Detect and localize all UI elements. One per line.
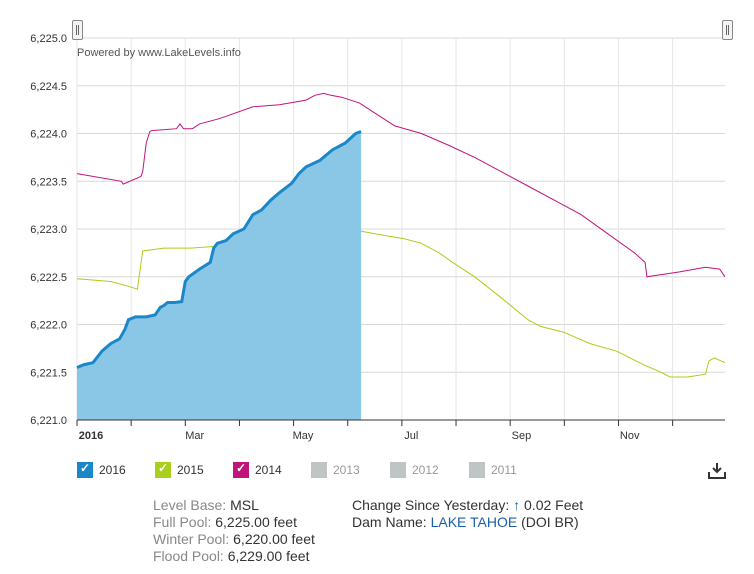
lake-level-chart: 6,221.0 6,221.5 6,222.0 6,222.5 6,223.0 6,223… (30, 33, 726, 442)
range-handle-right-icon[interactable] (722, 20, 733, 40)
change-value: 0.02 Feet (524, 497, 584, 513)
checkbox-checked-icon[interactable]: ✓ (155, 461, 171, 478)
x-tick-label: Jul (404, 430, 418, 442)
powered-by-text: Powered by www.LakeLevels.info (77, 47, 241, 59)
range-handle-left-icon[interactable] (72, 20, 83, 40)
y-tick-label: 6,225.0 (30, 33, 67, 45)
y-tick-label: 6,224.5 (30, 81, 67, 93)
legend-item-2015[interactable]: ✓ 2015 (155, 461, 204, 479)
legend-item-2012[interactable]: 2012 (390, 461, 439, 479)
legend-label: 2013 (333, 463, 360, 477)
legend-label: 2014 (255, 463, 282, 477)
dam-name-link[interactable]: LAKE TAHOE (430, 514, 518, 530)
legend-label: 2015 (177, 463, 204, 477)
legend-label: 2012 (412, 463, 439, 477)
y-tick-label: 6,224.0 (30, 129, 67, 141)
y-tick-label: 6,223.5 (30, 176, 67, 188)
series-2014-line (76, 92, 726, 278)
flood-pool-label: Flood Pool: (153, 548, 224, 564)
checkbox-checked-icon[interactable]: ✓ (233, 461, 249, 478)
up-arrow-icon: ↑ (513, 497, 521, 513)
legend-item-2011[interactable]: 2011 (469, 461, 517, 479)
flood-pool-value: 6,229.00 feet (227, 548, 310, 564)
dam-name-label: Dam Name: (352, 514, 427, 530)
winter-pool-value: 6,220.00 feet (233, 531, 315, 547)
y-tick-label: 6,223.0 (30, 224, 67, 236)
winter-pool-label: Winter Pool: (153, 531, 230, 547)
legend-label: 2016 (99, 463, 126, 477)
y-tick-label: 6,222.5 (30, 272, 67, 284)
series-2015-line (76, 230, 726, 378)
y-tick-label: 6,221.0 (30, 415, 67, 427)
series-2016-line (76, 130, 362, 369)
lake-info-left: Level Base: MSL Full Pool: 6,225.00 feet… (153, 497, 315, 565)
checkbox-unchecked-icon[interactable] (469, 462, 485, 478)
lake-info-right: Change Since Yesterday: ↑ 0.02 Feet Dam … (352, 497, 583, 531)
legend-item-2014[interactable]: ✓ 2014 (233, 461, 282, 479)
checkbox-unchecked-icon[interactable] (390, 462, 406, 478)
x-tick-label: Mar (185, 430, 204, 442)
x-tick-label: Nov (620, 430, 640, 442)
y-tick-label: 6,221.5 (30, 367, 67, 379)
legend-item-2016[interactable]: ✓ 2016 (77, 461, 126, 479)
dam-name-suffix: (DOI BR) (521, 514, 579, 530)
checkbox-unchecked-icon[interactable] (311, 462, 327, 478)
chart-legend: ✓ 2016 ✓ 2015 ✓ 2014 2013 2012 2011 (77, 461, 677, 481)
full-pool-value: 6,225.00 feet (215, 514, 297, 530)
legend-item-2013[interactable]: 2013 (311, 461, 360, 479)
series-2016-area (77, 131, 362, 420)
legend-label: 2011 (491, 463, 517, 477)
full-pool-label: Full Pool: (153, 514, 212, 530)
y-tick-label: 6,222.0 (30, 320, 67, 332)
x-tick-label: Sep (512, 430, 532, 442)
download-icon[interactable] (707, 462, 727, 480)
change-label: Change Since Yesterday: (352, 497, 510, 513)
level-base-label: Level Base: (153, 497, 227, 513)
checkbox-checked-icon[interactable]: ✓ (77, 461, 93, 478)
level-base-value: MSL (230, 497, 259, 513)
x-tick-label: May (293, 430, 314, 442)
x-tick-label: 2016 (79, 430, 103, 442)
